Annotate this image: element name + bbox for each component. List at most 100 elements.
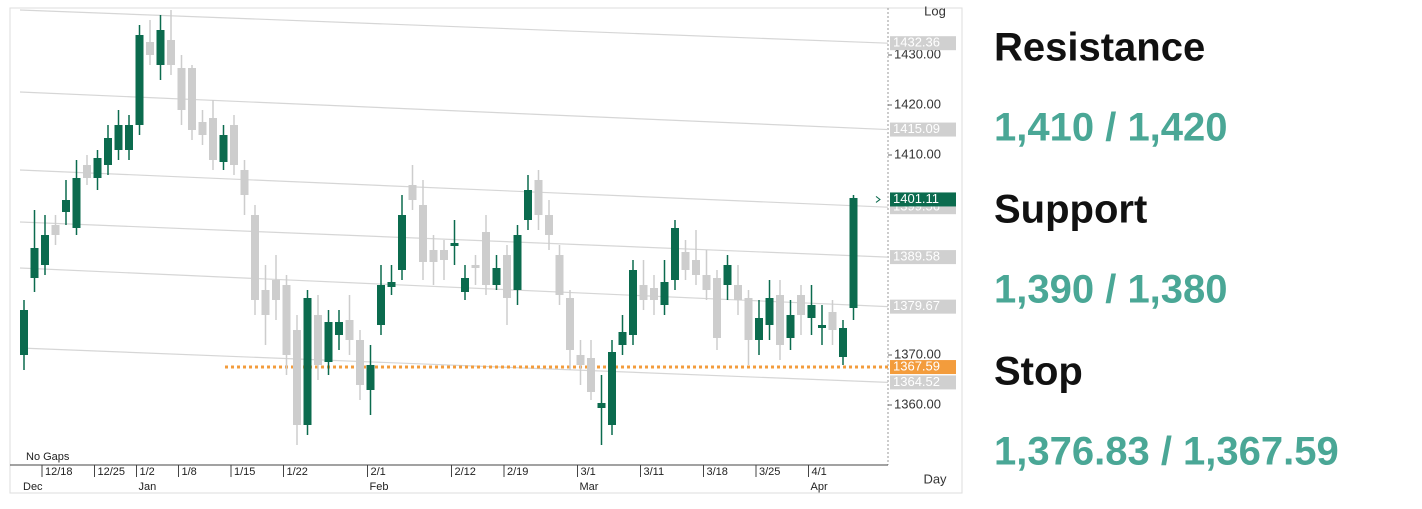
x-tick-label: 1/2 — [140, 466, 155, 478]
scale-label: Log — [924, 3, 946, 18]
candle-body — [692, 260, 700, 275]
candle-body — [230, 125, 238, 165]
candle-body — [545, 215, 553, 235]
x-tick-label: 1/22 — [287, 466, 308, 478]
candle-body — [524, 190, 532, 220]
candle-body — [839, 328, 847, 357]
candle-body — [629, 270, 637, 335]
candle-body — [377, 285, 385, 325]
price-box-label: 1415.09 — [893, 121, 940, 136]
x-tick-label: 2/1 — [371, 466, 386, 478]
candle-body — [366, 365, 375, 390]
candle-body — [51, 225, 60, 235]
x-tick-label: 12/18 — [45, 466, 73, 478]
candle-body — [167, 40, 175, 65]
price-box — [890, 192, 956, 207]
x-group-label: Dec — [23, 481, 43, 493]
candle-body — [797, 295, 805, 315]
candle-body — [408, 185, 417, 200]
x-tick-label: 2/19 — [507, 466, 528, 478]
price-box-label: 1364.52 — [893, 374, 940, 389]
candle-body — [261, 290, 270, 315]
candle-body — [72, 178, 81, 228]
price-box-label: 1401.11 — [893, 191, 939, 206]
price-box — [890, 360, 956, 375]
trend-line — [19, 169, 889, 208]
candle-body — [503, 255, 511, 298]
candle-body — [93, 158, 102, 178]
level-title: Resistance — [994, 26, 1205, 70]
candle-body — [104, 138, 112, 165]
candle-body — [114, 125, 123, 150]
candle-body — [702, 275, 711, 290]
candle-body — [20, 310, 28, 355]
trend-line — [19, 91, 889, 131]
candle-body — [62, 200, 70, 212]
price-box-label: 1432.36 — [893, 35, 940, 50]
candle-body — [83, 165, 91, 178]
candle-body — [671, 228, 679, 280]
candle-body — [398, 215, 406, 270]
level-title: Support — [994, 188, 1147, 232]
candle-body — [188, 68, 196, 130]
candle-body — [828, 312, 837, 330]
candle-body — [818, 325, 826, 328]
candle-body — [345, 320, 354, 340]
x-group-label: Apr — [811, 481, 828, 493]
candle-body — [156, 30, 165, 65]
candle-body — [786, 315, 795, 338]
price-box-label: 1367.59 — [893, 358, 940, 373]
candle-body — [587, 358, 595, 392]
gap-note: No Gaps — [26, 451, 70, 463]
candle-body — [324, 322, 333, 362]
candle-body — [608, 352, 616, 425]
candle-body — [419, 205, 427, 262]
price-box — [890, 122, 956, 137]
last-price-arrow — [875, 196, 881, 203]
candle-body — [681, 252, 690, 270]
level-value: 1,410 / 1,420 — [994, 106, 1228, 150]
candle-body — [776, 295, 784, 345]
trend-line — [19, 347, 889, 383]
candle-body — [440, 250, 448, 260]
level-value: 1,376.83 / 1,367.59 — [994, 430, 1339, 474]
candle-body — [41, 235, 49, 265]
x-tick-label: 3/1 — [581, 466, 596, 478]
level-title: Stop — [994, 350, 1083, 394]
candle-body — [650, 288, 658, 300]
price-box-label: 1389.58 — [893, 249, 940, 264]
candle-body — [744, 298, 753, 340]
candle-body — [219, 135, 228, 162]
candle-body — [492, 268, 501, 285]
candle-body — [555, 255, 564, 295]
y-tick-label: 1370.00 — [894, 346, 941, 361]
candle-body — [471, 265, 480, 268]
candle-body — [135, 35, 144, 125]
candle-body — [597, 403, 606, 408]
candle-body — [198, 122, 207, 135]
candle-body — [482, 232, 490, 285]
x-group-label: Jan — [139, 481, 157, 493]
price-box — [890, 250, 956, 265]
candle-body — [450, 243, 459, 246]
candle-body — [513, 235, 522, 290]
x-tick-label: 1/15 — [234, 466, 255, 478]
levels-panel: Resistance 1,410 / 1,420 Support 1,390 / 1,… — [994, 26, 1339, 474]
candle-body — [146, 42, 154, 55]
price-box — [890, 299, 956, 314]
x-tick-label: 2/12 — [455, 466, 476, 478]
x-tick-label: 4/1 — [812, 466, 827, 478]
candle-body — [177, 68, 186, 110]
candle-body — [618, 332, 627, 345]
candle-body — [314, 315, 322, 365]
candle-body — [335, 322, 343, 335]
candle-body — [734, 285, 742, 300]
candle-body — [240, 170, 249, 195]
candle-body — [566, 298, 574, 350]
candle-body — [807, 305, 816, 318]
y-tick-label: 1360.00 — [894, 396, 941, 411]
candle-body — [356, 340, 364, 385]
y-tick-label: 1420.00 — [894, 96, 941, 111]
candle-body — [251, 215, 259, 300]
